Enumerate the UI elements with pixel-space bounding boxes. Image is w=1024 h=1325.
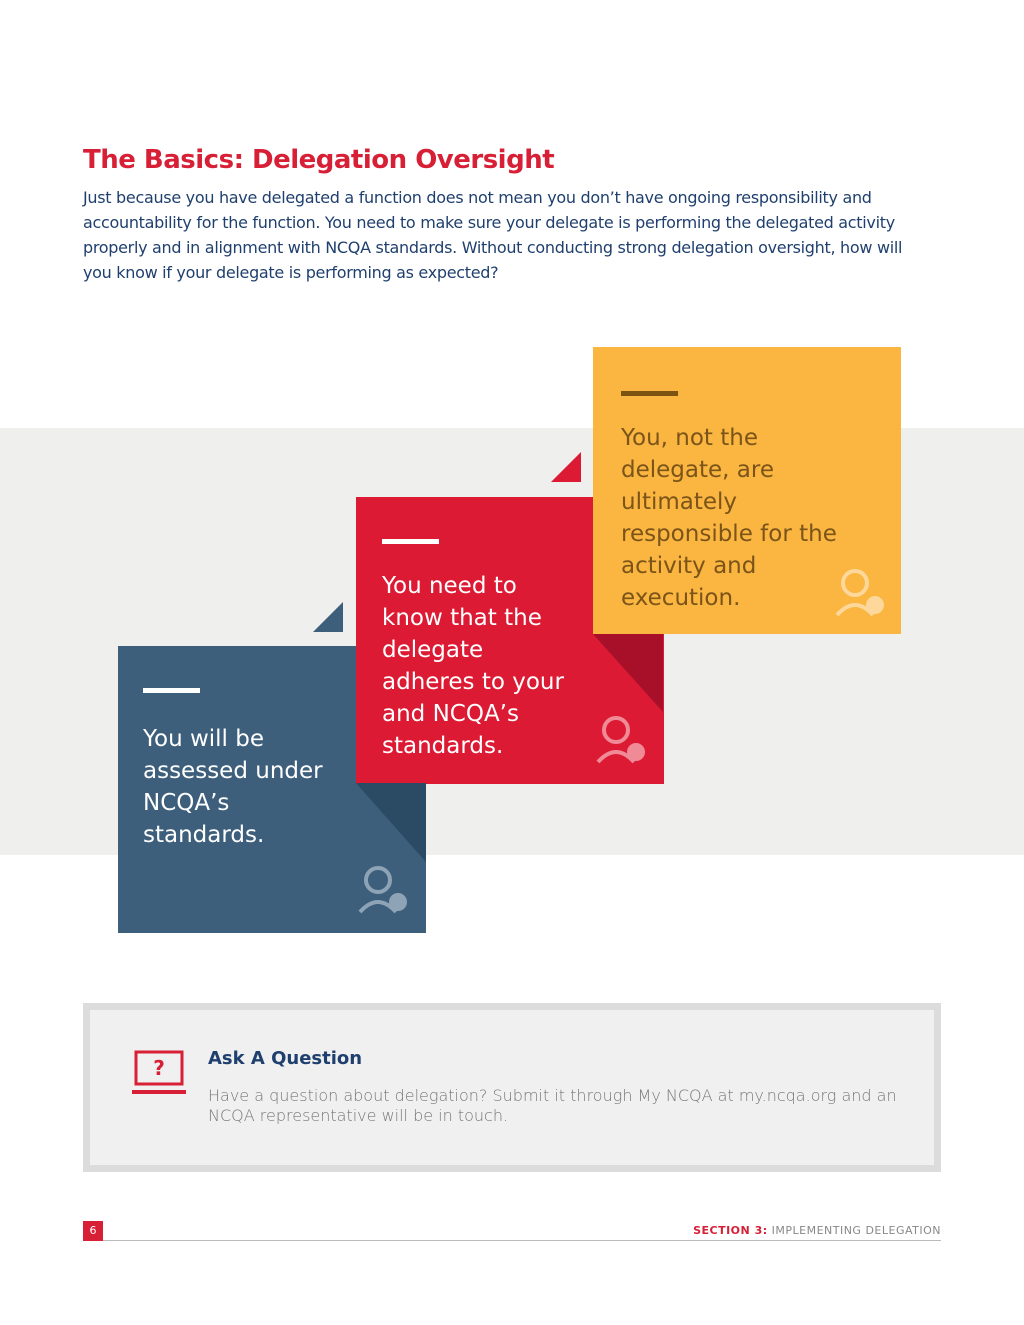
card-text: You will be assessed under NCQA’s standa… (143, 726, 323, 848)
card-text: You, not the delegate, are ultimately re… (621, 425, 837, 611)
shadows-icons (356, 569, 884, 914)
person-icon (358, 569, 884, 914)
dash (143, 688, 200, 693)
card-yellow: You, not the delegate, are ultimately re… (593, 347, 901, 634)
card-text: You need to know that the delegate adher… (382, 573, 564, 759)
question-text: Have a question about delegation? Submit… (208, 1086, 897, 1125)
page-number: 6 (83, 1221, 103, 1241)
intro-paragraph: Just because you have delegated a functi… (83, 188, 903, 282)
section-name: IMPLEMENTING DELEGATION (771, 1224, 941, 1237)
section-label: SECTION 3: (693, 1224, 768, 1237)
card-shapes (313, 452, 581, 632)
dash (382, 539, 439, 544)
question-box: ? Ask A Question Have a question about d… (83, 1003, 941, 1172)
fold-tab (551, 452, 581, 482)
footer-rule (103, 1240, 941, 1241)
screen (134, 1050, 184, 1086)
fold-tab (313, 602, 343, 632)
base (132, 1090, 186, 1094)
page-title: The Basics: Delegation Oversight (83, 145, 555, 175)
fold-shadow (356, 783, 426, 862)
laptop-icon: ? (132, 1050, 186, 1094)
question-title: Ask A Question (208, 1048, 363, 1069)
footer-section: SECTION 3: IMPLEMENTING DELEGATION (693, 1224, 941, 1237)
fold-shadow (593, 634, 663, 712)
icon-mark: ? (153, 1056, 165, 1080)
dash (621, 391, 678, 396)
